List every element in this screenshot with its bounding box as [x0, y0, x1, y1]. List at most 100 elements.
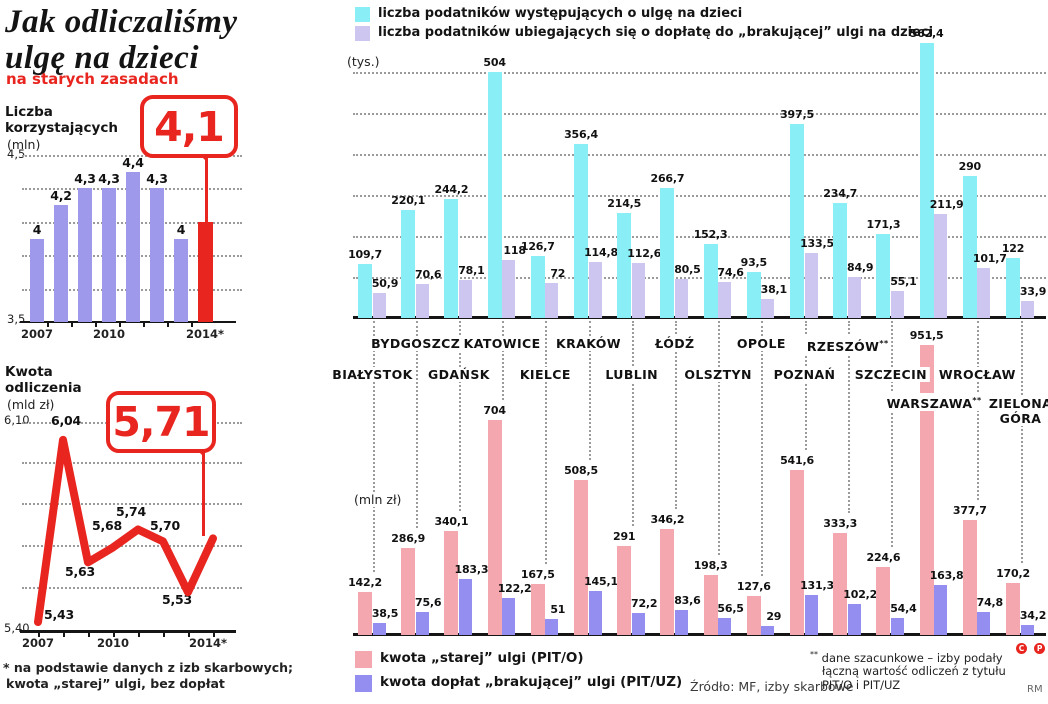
- city-label: OLSZTYN: [681, 367, 755, 382]
- chart1-ytick-top: 4,5: [7, 147, 26, 161]
- legend-label: liczba podatników ubiegających się o dop…: [378, 25, 934, 40]
- legend-swatch: [355, 675, 372, 692]
- bar-value-label: 122,2: [497, 581, 532, 595]
- bar-value-label: 152,3: [693, 227, 728, 241]
- legend-label: liczba podatników występujących o ulgę n…: [378, 6, 743, 21]
- bar-value-label: 286,9: [391, 531, 426, 545]
- callout-beneficiaries: 4,1: [140, 95, 238, 158]
- bar: [30, 238, 44, 322]
- bar: [102, 188, 116, 322]
- bar-value-label: 122: [1001, 242, 1025, 256]
- bar-value-label: 346,2: [650, 513, 685, 527]
- bar: [890, 618, 904, 635]
- bar: [718, 617, 732, 635]
- bar: [174, 238, 188, 322]
- legend-swatch: [355, 651, 372, 668]
- bar-value-label: 114,8: [584, 245, 618, 259]
- group-separator: [372, 321, 375, 572]
- bar: [919, 344, 934, 635]
- bar-value-label: 74,6: [717, 265, 744, 279]
- bar: [617, 213, 632, 318]
- bar-value-label: 83,6: [674, 593, 701, 607]
- phonogram-icon: P: [1034, 643, 1046, 654]
- bar: [631, 612, 645, 635]
- bar-value-label: 4,4: [122, 154, 144, 170]
- bar-value-label: 266,7: [650, 171, 685, 185]
- bar: [847, 603, 861, 635]
- bar-value-label: 171,3: [866, 218, 901, 232]
- data-point-label: 6,04: [50, 413, 82, 428]
- group-separator: [631, 321, 634, 527]
- bar: [890, 291, 904, 318]
- city-label: LUBLIN: [602, 367, 662, 382]
- bar: [1020, 301, 1034, 318]
- bar: [804, 594, 818, 635]
- bar-value-label: 72: [550, 266, 566, 280]
- gridline: [353, 277, 1046, 279]
- bar: [487, 71, 502, 318]
- axis-tick: [163, 632, 165, 637]
- footnote-right-line: łączną wartość odliczeń z tytułu: [822, 664, 1006, 678]
- bar-value-label: 4,3: [146, 171, 168, 187]
- bar: [574, 480, 588, 635]
- bar-value-label: 244,2: [434, 182, 469, 196]
- bar-value-label: 234,7: [823, 187, 858, 201]
- bar: [502, 597, 516, 635]
- bar: [674, 278, 688, 318]
- axis-tick: [167, 323, 169, 327]
- footnote-right-line: PIT/O i PIT/UZ: [822, 678, 901, 692]
- gridline: [353, 154, 1046, 156]
- bar-value-label: 211,9: [929, 198, 964, 212]
- group-separator: [890, 321, 893, 547]
- x-axis-label: 2007: [21, 636, 55, 650]
- bar-value-label: 562,4: [909, 27, 944, 41]
- bar: [703, 574, 718, 635]
- bar-value-label: 198,3: [693, 558, 728, 572]
- bar: [660, 529, 675, 635]
- bar: [804, 252, 818, 318]
- bar: [1020, 624, 1034, 635]
- group-separator: [847, 321, 850, 514]
- city-label: KRAKÓW: [553, 336, 624, 351]
- x-axis-label: 2010: [92, 327, 126, 341]
- copyright-badges: C P: [1014, 636, 1046, 655]
- bar-value-label: 4,3: [74, 171, 96, 187]
- bar: [401, 547, 416, 635]
- bar-value-label: 78,1: [458, 263, 485, 277]
- page-title-line1: Jak odliczaliśmy: [5, 4, 238, 40]
- bar: [934, 214, 948, 318]
- bar: [78, 188, 92, 322]
- bar-value-label: 72,2: [631, 596, 658, 610]
- bar: [833, 203, 848, 318]
- bar: [444, 531, 459, 635]
- bar-value-label: 50,9: [371, 277, 399, 291]
- bar: [545, 282, 559, 318]
- bar-value-label: 38,1: [760, 283, 788, 297]
- bar: [718, 281, 732, 318]
- bar-value-label: 4,2: [50, 188, 72, 204]
- bar-value-label: 504: [483, 55, 506, 69]
- bar: [530, 583, 545, 635]
- source-note: Źródło: MF, izby skarbowe: [690, 679, 854, 694]
- page-title: Jak odliczaliśmy ulgę na dzieci: [5, 4, 238, 76]
- axis-tick: [191, 323, 193, 327]
- axis-tick: [95, 323, 97, 327]
- bar-value-label: 80,5: [674, 262, 701, 276]
- callout1-pointer-line: [205, 150, 208, 224]
- bar: [1006, 258, 1020, 318]
- city-label: GDAŃSK: [424, 367, 493, 382]
- callout-deduction-value: 5,71: [112, 398, 210, 446]
- bar-value-label: 74,8: [976, 596, 1004, 610]
- bar-value-label: 214,5: [607, 197, 642, 211]
- bar: [703, 243, 718, 318]
- bar-value-label: 145,1: [584, 574, 618, 588]
- bar: [545, 619, 559, 635]
- legend-label: kwota „starej” ulgi (PIT/O): [380, 650, 584, 666]
- bar-value-label: 951,5: [909, 328, 944, 342]
- callout2-pointer-line: [202, 445, 205, 536]
